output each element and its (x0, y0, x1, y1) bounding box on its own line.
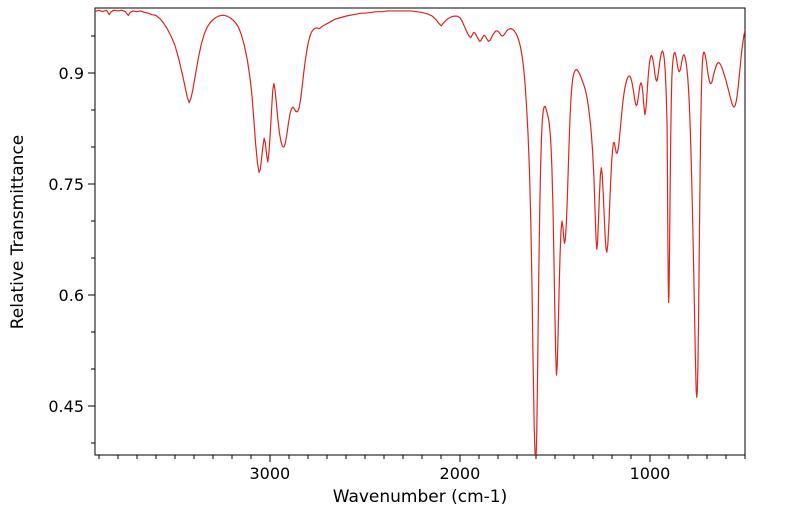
x-axis-major-ticks: 3000 2000 1000 (249, 455, 670, 483)
x-tick-label: 2000 (440, 464, 481, 483)
plot-border (94, 7, 746, 456)
x-tick-label: 3000 (249, 464, 290, 483)
x-axis-title: Wavenumber (cm-1) (332, 487, 508, 507)
y-tick-label: 0.45 (48, 397, 84, 416)
y-axis-major-ticks: 0.9 0.75 0.6 0.45 (48, 64, 95, 416)
y-tick-label: 0.6 (59, 286, 84, 305)
y-axis-title: Relative Transmittance (8, 134, 28, 330)
spectrum-line (95, 9, 745, 455)
x-tick-label: 1000 (630, 464, 671, 483)
y-tick-label: 0.75 (48, 175, 84, 194)
y-tick-label: 0.9 (59, 64, 84, 83)
y-axis-minor-ticks (91, 35, 95, 444)
x-axis-minor-ticks (98, 455, 746, 459)
